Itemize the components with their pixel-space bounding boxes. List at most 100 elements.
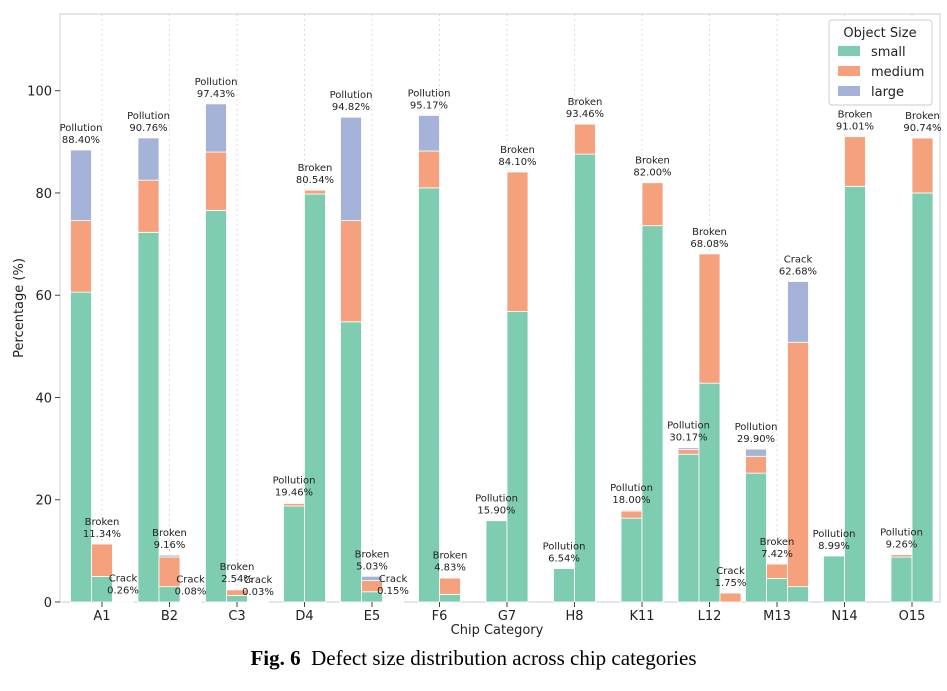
bar-label-defect: Pollution: [735, 422, 778, 433]
bar-segment-large: [283, 502, 305, 504]
bar-segment-small: [641, 225, 664, 603]
figure-caption-text: Defect size distribution across chip cat…: [311, 646, 697, 670]
bar-segment-medium: [205, 151, 227, 211]
bar-label-defect: Crack: [176, 575, 205, 586]
bar-segment-medium: [179, 601, 202, 603]
x-tick-label: F6: [432, 609, 448, 624]
bar-label-defect: Broken: [355, 549, 390, 560]
bar-label-value: 8.99%: [818, 541, 850, 552]
x-tick-label: M13: [763, 609, 791, 624]
bar-label-defect: Broken: [760, 537, 795, 548]
bar-segment-large: [361, 575, 383, 581]
bar-label-defect: Broken: [568, 97, 603, 108]
bar-segment-medium: [91, 543, 113, 577]
y-axis: 0 20 40 60 80 100: [27, 85, 60, 611]
bar-label-value: 88.40%: [62, 135, 100, 146]
bar-label-defect: Pollution: [127, 111, 170, 122]
bar-label-defect: Pollution: [330, 90, 373, 101]
legend-label-small: small: [871, 45, 906, 60]
bar-label-defect: Pollution: [195, 77, 238, 88]
bar-label-value: 68.08%: [690, 239, 728, 250]
bar-label-defect: Pollution: [273, 476, 316, 487]
bar-segment-small: [574, 153, 596, 603]
bar-segment-large: [70, 149, 92, 221]
bar-label-value: 94.82%: [332, 102, 370, 113]
legend-box: [828, 19, 933, 106]
x-tick-label: N14: [831, 609, 857, 624]
bar-label-value: 93.46%: [566, 109, 604, 120]
bar-label-defect: Crack: [244, 575, 273, 586]
bar-segment-large: [677, 447, 700, 451]
bar-label-value: 90.74%: [903, 123, 941, 134]
bar-label-value: 91.01%: [836, 122, 874, 133]
bar-segment-small: [485, 520, 508, 603]
y-tick-label: 60: [35, 289, 52, 304]
bar-segment-large: [205, 103, 227, 153]
bar-segment-small: [205, 209, 227, 603]
bar-label-value: 2.54%: [221, 574, 253, 585]
bar-segment-small: [553, 568, 575, 603]
bar-segment-small: [677, 453, 700, 603]
bar-segment-medium: [340, 220, 362, 323]
bar-label-value: 4.83%: [434, 562, 466, 573]
bar-label-value: 9.16%: [154, 540, 186, 551]
bar-label-defect: Pollution: [408, 88, 451, 99]
bar-segment-small: [890, 556, 913, 603]
bar-segment-large: [787, 281, 809, 343]
bar-segment-medium: [382, 600, 404, 603]
bar-segment-medium: [137, 179, 160, 233]
bar-segment-large: [158, 554, 181, 558]
bar-label-value: 6.54%: [548, 554, 580, 565]
y-tick-label: 0: [44, 596, 52, 611]
bar-label-value: 84.10%: [498, 157, 536, 168]
bar-label-defect: Pollution: [813, 529, 856, 540]
bar-segment-medium: [112, 600, 134, 602]
bar-segment-small: [283, 505, 305, 603]
legend: Object Size small medium large: [828, 19, 933, 106]
bar-label-defect: Broken: [298, 163, 333, 174]
bar-segment-medium: [844, 136, 866, 187]
bar-label-value: 18.00%: [612, 495, 650, 506]
bars: [70, 103, 934, 603]
x-axis: A1 B2 C3 D4 E5 F6 G7 H8 K11 L12 M13 N14 O15: [93, 602, 925, 624]
bar-label-defect: Pollution: [543, 542, 586, 553]
bar-segment-medium: [506, 171, 529, 312]
bar-segment-small: [506, 311, 529, 603]
bar-segment-small: [823, 555, 845, 603]
bar-label-value: 95.17%: [410, 100, 448, 111]
bar-label-defect: Broken: [85, 517, 120, 528]
bar-label-value: 29.90%: [737, 434, 775, 445]
bar-label-defect: Broken: [433, 550, 468, 561]
x-tick-label: O15: [899, 609, 926, 624]
bar-segment-small: [304, 193, 326, 603]
figure-caption: Fig. 6 Defect size distribution across c…: [0, 646, 947, 671]
bar-label-defect: Crack: [784, 255, 813, 266]
bar-segment-medium: [745, 455, 767, 474]
bar-label-defect: Broken: [905, 111, 940, 122]
bar-label-defect: Crack: [109, 574, 138, 585]
bar-segment-medium: [247, 601, 269, 603]
bar-label-defect: Pollution: [60, 123, 103, 134]
legend-swatch-large: [838, 86, 860, 96]
bar-label-defect: Broken: [152, 528, 187, 539]
bar-label-defect: Broken: [500, 145, 535, 156]
x-axis-label: Chip Category: [451, 623, 544, 638]
x-tick-label: D4: [295, 609, 313, 624]
bar-label-defect: Broken: [635, 156, 670, 167]
bar-segment-medium: [439, 577, 461, 595]
bar-label-value: 0.03%: [242, 587, 274, 598]
x-tick-label: H8: [565, 609, 583, 624]
bar-label-value: 19.46%: [275, 488, 313, 499]
chart: Pollution88.40%Broken11.34%Crack0.26%Pol…: [12, 13, 942, 638]
bar-label-value: 7.42%: [761, 549, 793, 560]
bar-label-value: 97.43%: [197, 89, 235, 100]
bar-segment-medium: [890, 554, 913, 558]
bar-segment-large: [620, 509, 643, 512]
bar-label-value: 15.90%: [477, 506, 515, 517]
bar-label-value: 1.75%: [715, 578, 747, 589]
bar-segment-small: [439, 593, 461, 603]
bar-label-value: 11.34%: [83, 529, 121, 540]
bar-label-value: 0.15%: [377, 586, 409, 597]
bar-label-value: 82.00%: [633, 168, 671, 179]
bar-segment-medium: [677, 449, 700, 455]
